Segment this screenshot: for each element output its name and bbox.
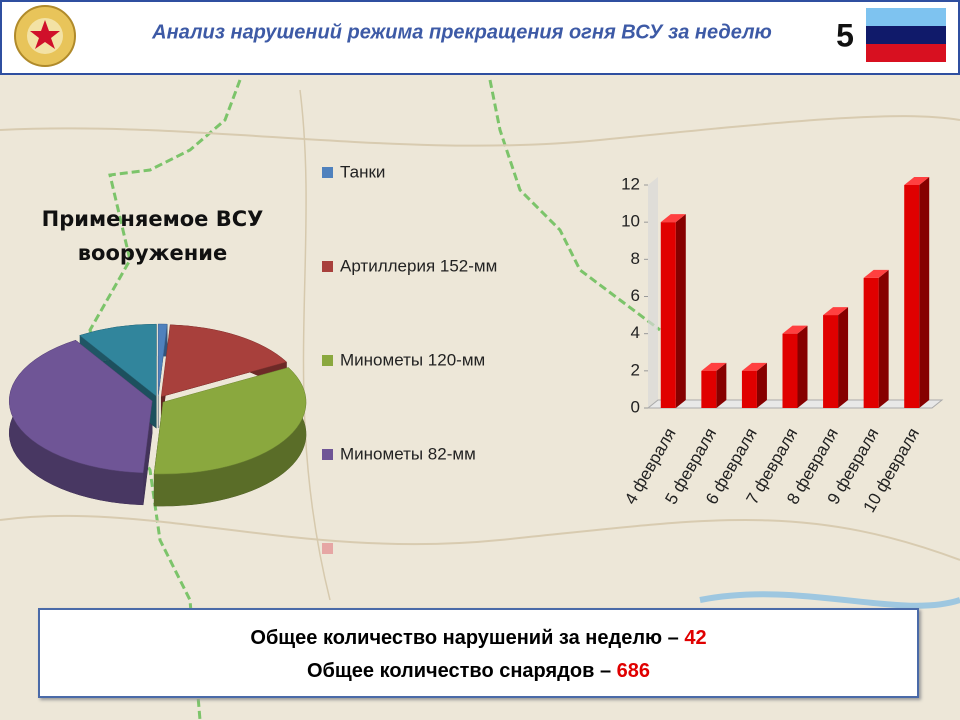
header-title: Анализ нарушений режима прекращения огня… xyxy=(151,21,772,43)
summary-label: Общее количество нарушений за неделю – xyxy=(250,627,679,649)
pie-slice xyxy=(160,324,288,397)
bar-side xyxy=(756,362,767,408)
bar xyxy=(863,277,879,408)
legend-label: Минометы 120-мм xyxy=(340,350,485,369)
header-bar xyxy=(0,0,960,75)
bar xyxy=(782,333,798,408)
summary-value: 686 xyxy=(616,660,651,682)
bar-top xyxy=(863,269,889,278)
page-number: 5 xyxy=(836,17,854,53)
bar-top xyxy=(904,177,930,185)
bar-top xyxy=(701,362,727,371)
pie-slice xyxy=(153,367,307,475)
summary-box: Общее количество нарушений за неделю – 4… xyxy=(38,608,919,698)
plot-wall xyxy=(648,177,658,408)
bar xyxy=(741,370,757,408)
bar-side xyxy=(797,325,808,408)
y-tick-label: 4 xyxy=(631,323,640,342)
pie-slice xyxy=(8,339,153,474)
y-tick-label: 6 xyxy=(631,286,640,305)
bar-top xyxy=(660,214,686,223)
pie-slice xyxy=(79,323,157,397)
legend-swatch xyxy=(322,261,333,272)
bar xyxy=(660,222,676,408)
bar xyxy=(904,185,920,408)
emblem xyxy=(14,5,76,67)
bar-side xyxy=(675,214,686,408)
summary-value: 42 xyxy=(684,627,707,649)
legend-label: Минометы 82-мм xyxy=(340,444,476,463)
bar xyxy=(823,315,839,408)
legend-swatch xyxy=(322,355,333,366)
y-tick-label: 10 xyxy=(621,212,640,231)
legend-label: Танки xyxy=(340,162,385,181)
map-background xyxy=(0,79,960,720)
summary-line: Общее количество снарядов – 686 xyxy=(40,655,917,688)
legend-swatch xyxy=(322,449,333,460)
bar-side xyxy=(716,362,727,408)
bar xyxy=(701,370,717,408)
y-tick-label: 8 xyxy=(631,249,640,268)
summary-label: Общее количество снарядов – xyxy=(306,660,612,682)
y-tick-label: 0 xyxy=(631,397,640,416)
summary-line: Общее количество нарушений за неделю – 4… xyxy=(40,622,917,655)
flag xyxy=(866,8,946,62)
pie-title: Применяемое ВСУ вооружение xyxy=(41,207,264,265)
bar-top xyxy=(741,362,767,371)
legend-label: Артиллерия 152-мм xyxy=(340,256,497,275)
bar-top xyxy=(782,325,808,334)
legend-swatch xyxy=(322,167,333,178)
bar-top xyxy=(823,307,849,316)
pie-slice-side xyxy=(154,367,307,507)
bar-side xyxy=(919,177,930,408)
pie-slice xyxy=(157,323,168,397)
y-tick-label: 2 xyxy=(631,360,640,379)
bar-side xyxy=(878,269,889,408)
legend-swatch xyxy=(322,543,333,554)
y-tick-label: 12 xyxy=(621,174,640,193)
bar-side xyxy=(838,307,849,408)
